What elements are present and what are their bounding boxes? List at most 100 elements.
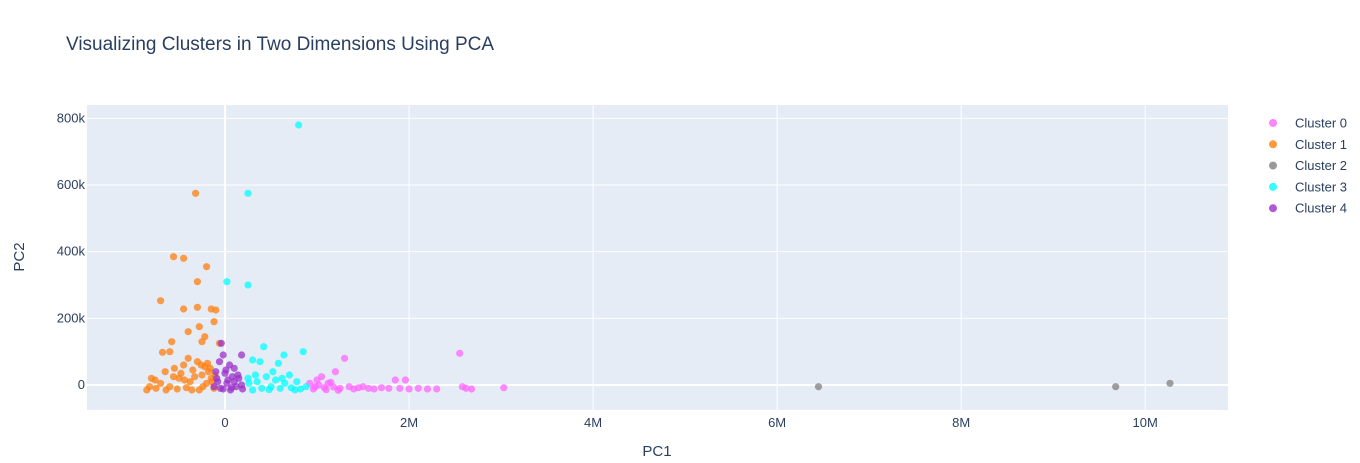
data-point[interactable] [245,379,253,387]
data-point[interactable] [169,253,178,261]
data-point[interactable] [213,374,221,382]
data-point[interactable] [334,386,342,394]
data-point[interactable] [193,278,201,286]
data-point[interactable] [152,384,160,392]
data-point[interactable] [230,364,238,372]
data-point[interactable] [249,356,257,364]
data-point[interactable] [253,378,261,386]
data-point[interactable] [219,351,227,359]
data-point[interactable] [391,376,399,384]
data-point[interactable] [280,351,288,359]
legend-item[interactable]: Cluster 3 [1269,179,1347,194]
data-point[interactable] [177,369,185,377]
data-point[interactable] [219,385,227,393]
data-point[interactable] [318,373,326,381]
data-point[interactable] [162,386,170,394]
data-point[interactable] [302,383,310,391]
data-point[interactable] [324,379,332,387]
data-point[interactable] [258,384,266,392]
data-point[interactable] [227,384,236,392]
data-point[interactable] [198,371,206,379]
data-point[interactable] [272,376,280,384]
legend-item[interactable]: Cluster 2 [1269,158,1347,173]
data-point[interactable] [234,371,242,379]
data-point[interactable] [256,358,264,366]
data-point[interactable] [276,384,284,392]
data-point[interactable] [166,348,174,356]
data-point[interactable] [456,349,464,357]
data-point[interactable] [385,384,393,392]
data-point[interactable] [414,384,422,392]
data-point[interactable] [274,359,282,367]
data-point[interactable] [157,297,165,305]
legend-item[interactable]: Cluster 4 [1269,201,1347,216]
data-point[interactable] [158,348,167,356]
data-point[interactable] [1166,379,1174,387]
data-point[interactable] [161,368,169,376]
data-point[interactable] [168,338,176,346]
legend-item[interactable]: Cluster 1 [1269,137,1347,152]
data-point[interactable] [251,371,259,379]
data-point[interactable] [210,383,218,391]
data-point[interactable] [1112,383,1120,391]
data-point[interactable] [180,376,189,384]
data-point[interactable] [217,339,225,347]
data-point[interactable] [230,378,238,386]
data-point[interactable] [359,383,367,391]
data-point[interactable] [157,379,165,387]
data-point[interactable] [182,384,190,392]
data-point[interactable] [189,366,197,374]
data-point[interactable] [173,385,181,393]
data-point[interactable] [405,385,413,393]
data-point[interactable] [299,348,307,356]
data-point[interactable] [295,121,303,129]
data-point[interactable] [433,385,441,393]
plot-area[interactable] [87,105,1228,410]
data-point[interactable] [322,386,330,394]
data-point[interactable] [249,386,257,394]
data-point[interactable] [370,385,378,393]
data-point[interactable] [180,361,188,369]
data-point[interactable] [285,371,293,379]
data-point[interactable] [260,343,268,351]
data-point[interactable] [423,385,432,393]
data-point[interactable] [193,303,201,311]
data-point[interactable] [223,278,231,286]
data-point[interactable] [265,386,273,394]
data-point[interactable] [184,328,192,336]
data-point[interactable] [296,385,305,393]
data-point[interactable] [184,354,192,362]
data-point[interactable] [222,366,230,374]
data-point[interactable] [186,378,194,386]
data-point[interactable] [468,385,476,393]
data-point[interactable] [309,385,317,393]
data-point[interactable] [365,384,373,392]
data-point[interactable] [244,281,252,289]
data-point[interactable] [293,378,301,386]
data-point[interactable] [212,306,220,314]
data-point[interactable] [197,361,205,369]
data-point[interactable] [151,376,159,384]
data-point[interactable] [195,323,203,331]
data-point[interactable] [278,374,286,382]
data-point[interactable] [396,384,404,392]
data-point[interactable] [262,373,270,381]
data-point[interactable] [180,254,188,262]
data-point[interactable] [192,189,200,197]
data-point[interactable] [814,383,823,391]
data-point[interactable] [238,385,247,393]
data-point[interactable] [191,373,199,381]
data-point[interactable] [146,383,154,391]
data-point[interactable] [331,368,339,376]
data-point[interactable] [315,381,323,389]
data-point[interactable] [170,364,178,372]
legend-item[interactable]: Cluster 0 [1269,116,1347,131]
data-point[interactable] [198,338,206,346]
data-point[interactable] [188,386,196,394]
data-point[interactable] [169,373,178,381]
data-point[interactable] [206,364,214,372]
data-point[interactable] [215,358,224,366]
data-point[interactable] [203,263,211,271]
data-point[interactable] [212,368,220,376]
data-point[interactable] [401,376,409,384]
